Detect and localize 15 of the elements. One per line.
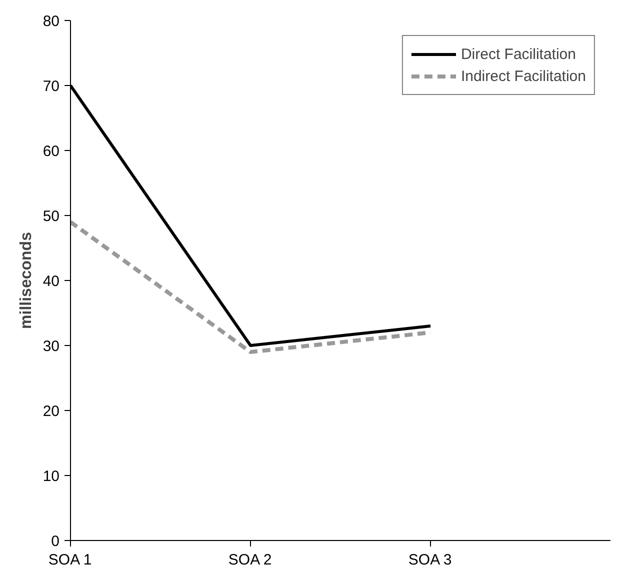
y-tick-label: 20 (42, 403, 60, 420)
y-tick-label: 70 (42, 78, 60, 95)
y-tick-label: 40 (42, 273, 60, 290)
y-tick-label: 30 (42, 338, 60, 355)
x-tick-label: SOA 3 (408, 552, 452, 568)
y-axis-title: milliseconds (18, 232, 35, 329)
x-tick-label: SOA 1 (48, 552, 92, 568)
legend-label: Indirect Facilitation (460, 68, 586, 84)
x-tick-label: SOA 2 (228, 552, 272, 568)
y-tick-label: 10 (42, 468, 60, 485)
y-tick-label: 0 (51, 533, 60, 550)
y-tick-label: 60 (42, 143, 60, 160)
y-tick-label: 80 (42, 13, 60, 30)
legend-label: Direct Facilitation (460, 46, 576, 62)
y-tick-label: 50 (42, 208, 60, 225)
